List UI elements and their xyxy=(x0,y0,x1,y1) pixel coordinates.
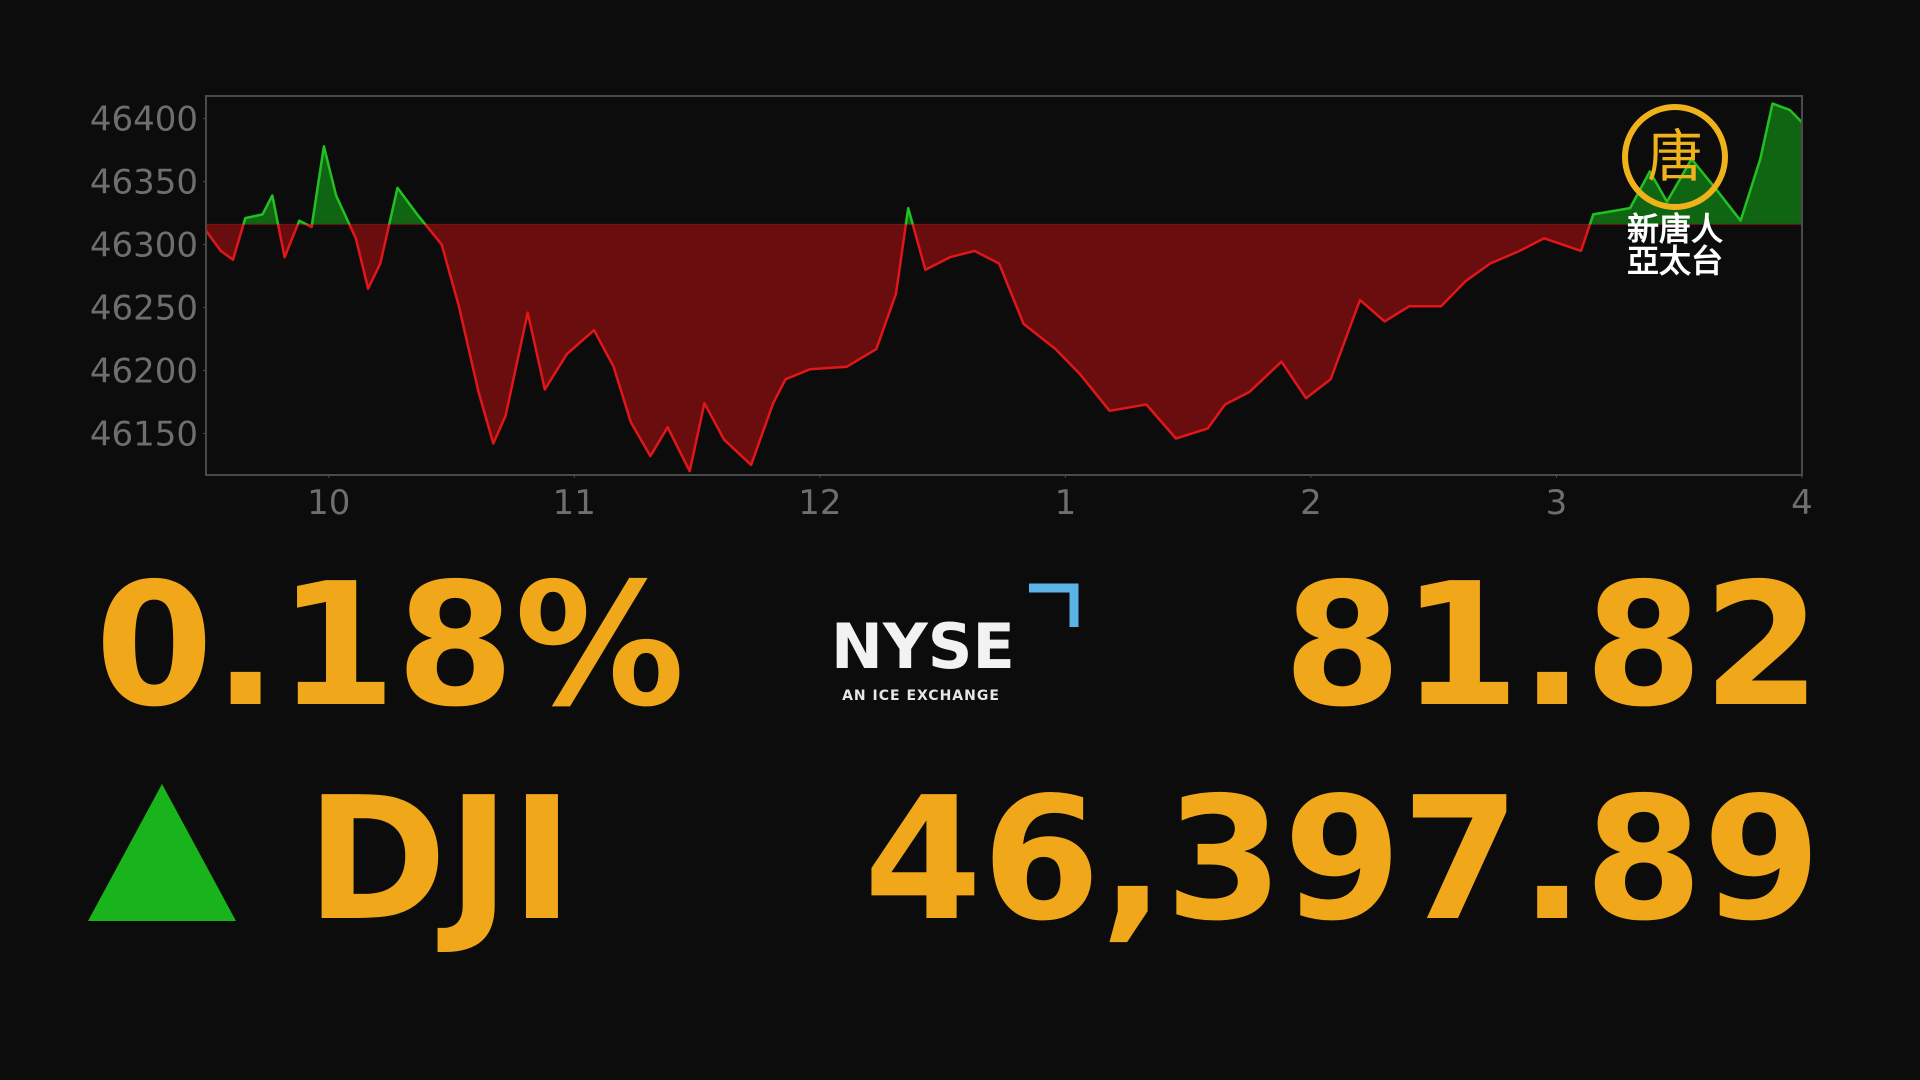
logo-tagline: AN ICE EXCHANGE xyxy=(842,688,1000,704)
emblem: 唐 xyxy=(1647,125,1703,190)
x-tick-label: 11 xyxy=(553,483,596,523)
price-line xyxy=(204,102,1803,473)
area-fill xyxy=(206,103,1802,472)
change: 81.82 xyxy=(1283,547,1821,745)
x-tick-label: 3 xyxy=(1546,483,1568,523)
up-arrow xyxy=(88,784,236,921)
y-tick-label: 46300 xyxy=(90,226,198,266)
x-tick-label: 2 xyxy=(1300,483,1322,523)
x-tick-label: 4 xyxy=(1791,483,1813,523)
price: 46,397.89 xyxy=(864,761,1821,959)
watermark-line: 亞太台 xyxy=(1627,242,1723,280)
x-tick-label: 10 xyxy=(307,483,350,523)
logo-corner xyxy=(1029,583,1079,627)
change-percent: 0.18% xyxy=(95,547,685,745)
y-tick-label: 46400 xyxy=(90,100,198,140)
emblem-ring xyxy=(1622,104,1728,210)
watermark-line: 新唐人 xyxy=(1627,210,1723,248)
y-tick-label: 46250 xyxy=(90,289,198,329)
x-tick-label: 1 xyxy=(1055,483,1077,523)
plot-frame xyxy=(205,95,1803,476)
x-tick-label: 12 xyxy=(798,483,841,523)
y-tick-label: 46200 xyxy=(90,351,198,391)
symbol: DJI xyxy=(306,761,574,959)
y-tick-label: 46150 xyxy=(90,414,198,454)
logo-name: NYSE xyxy=(831,610,1015,683)
y-tick-label: 46350 xyxy=(90,163,198,203)
